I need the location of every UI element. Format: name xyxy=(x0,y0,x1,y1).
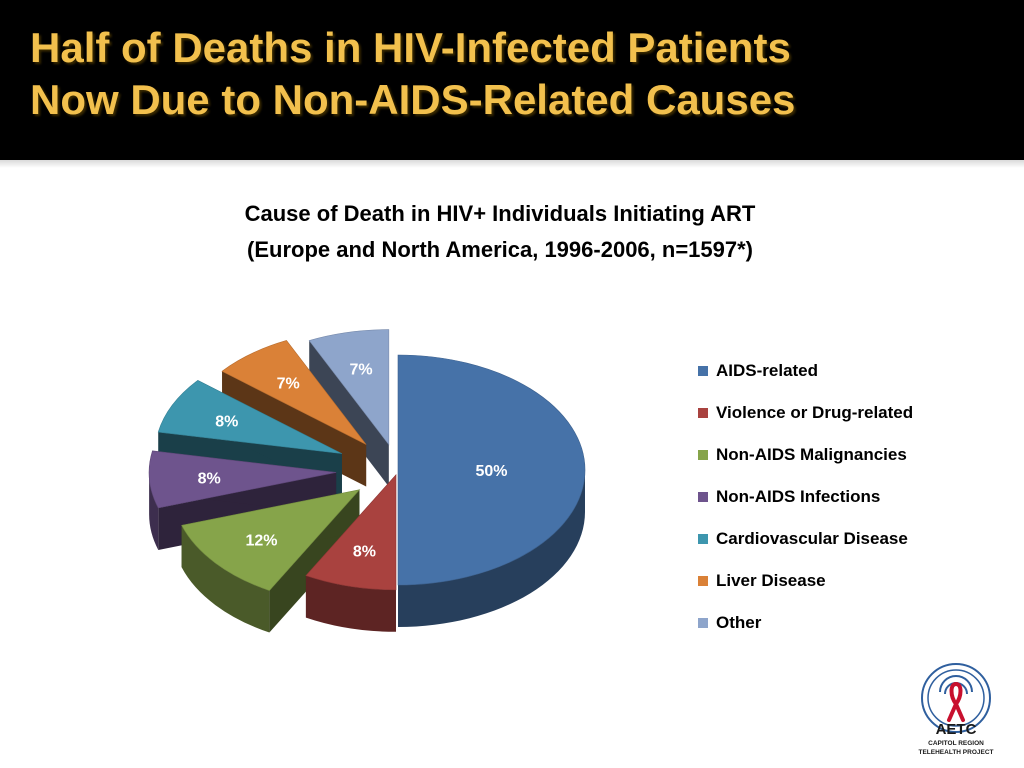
legend-swatch xyxy=(698,492,708,502)
chart-title-line-1: Cause of Death in HIV+ Individuals Initi… xyxy=(244,201,756,226)
slice-label-4: 8% xyxy=(198,470,221,487)
legend-item: Liver Disease xyxy=(698,560,998,602)
slice-label-7: 7% xyxy=(350,361,373,378)
title-divider xyxy=(0,160,1024,168)
logo-subtitle: CAPITOL REGION xyxy=(928,740,984,747)
legend-label: Violence or Drug-related xyxy=(716,403,914,422)
pie-slice-non-aids-malignancies xyxy=(181,489,361,633)
slice-label-6: 7% xyxy=(277,376,300,393)
legend-label: Non-AIDS Malignancies xyxy=(716,445,907,464)
pie-slice-violence-or-drug-related xyxy=(305,474,397,632)
slide-title: Half of Deaths in HIV-Infected Patients … xyxy=(30,22,1010,126)
legend-label: Other xyxy=(716,613,762,632)
slice-label-2: 8% xyxy=(353,544,376,561)
legend-label: Liver Disease xyxy=(716,571,826,590)
legend-label: Cardiovascular Disease xyxy=(716,529,908,548)
slide-title-line-2: Now Due to Non-AIDS-Related Causes xyxy=(30,76,796,123)
slice-label-1: 50% xyxy=(475,463,507,480)
slice-label-5: 8% xyxy=(215,413,238,430)
legend-swatch xyxy=(698,366,708,376)
pie-slice-other xyxy=(308,329,390,487)
legend-item: Other xyxy=(698,602,998,644)
legend-swatch xyxy=(698,618,708,628)
chart-legend: AIDS-related Violence or Drug-related Non-… xyxy=(698,350,998,644)
legend-label: AIDS-related xyxy=(716,361,819,380)
legend-label: Non-AIDS Infections xyxy=(716,487,881,506)
legend-item: Non-AIDS Malignancies xyxy=(698,434,998,476)
legend-swatch xyxy=(698,408,708,418)
legend-item: Cardiovascular Disease xyxy=(698,518,998,560)
chart-title: Cause of Death in HIV+ Individuals Initi… xyxy=(150,196,850,268)
legend-swatch xyxy=(698,534,708,544)
slice-label-3: 12% xyxy=(245,533,277,550)
title-bar xyxy=(0,0,1024,160)
chart-title-line-2: (Europe and North America, 1996-2006, n=… xyxy=(247,237,753,262)
slide-title-line-1: Half of Deaths in HIV-Infected Patients xyxy=(30,24,791,71)
logo-title: AETC xyxy=(936,721,977,738)
legend-swatch xyxy=(698,576,708,586)
legend-item: Non-AIDS Infections xyxy=(698,476,998,518)
pie-slice-aids-related xyxy=(397,354,586,627)
aetc-logo: AETC CAPITOL REGION TELEHEALTH PROJECT xyxy=(919,663,994,756)
logo-tagline: TELEHEALTH PROJECT xyxy=(919,749,994,756)
legend-swatch xyxy=(698,450,708,460)
legend-item: AIDS-related xyxy=(698,350,998,392)
legend-item: Violence or Drug-related xyxy=(698,392,998,434)
